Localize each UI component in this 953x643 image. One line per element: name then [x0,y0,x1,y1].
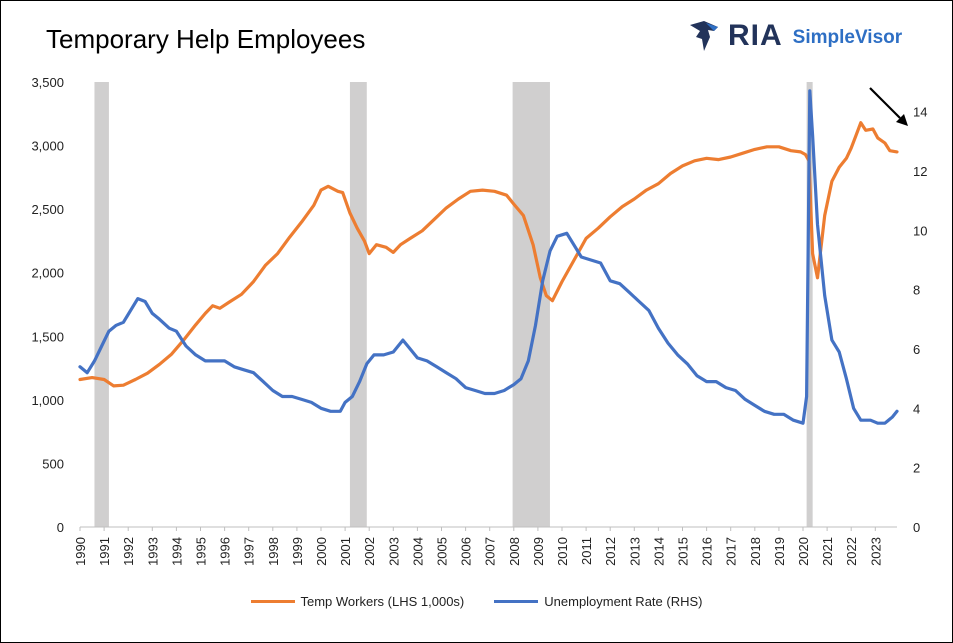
y-left-tick-label: 3,000 [31,139,64,154]
x-tick-label: 2005 [435,537,450,566]
x-tick-label: 2016 [700,537,715,566]
x-tick-label: 2009 [531,537,546,566]
x-tick-label: 2007 [483,537,498,566]
y-right-tick-label: 6 [913,342,920,357]
y-right-tick-label: 8 [913,283,920,298]
x-tick-label: 2010 [555,537,570,566]
x-tick-label: 2017 [724,537,739,566]
y-left-tick-label: 2,000 [31,266,64,281]
axes: 0 500 1,000 1,500 2,000 2,500 3,000 3,500 0 2 4 6 8 1… [31,75,927,566]
x-tick-label: 2003 [386,537,401,566]
x-tick-label: 1997 [242,537,257,566]
y-right-tick-label: 12 [913,164,927,179]
x-tick-label: 1991 [97,537,112,566]
x-tick-label: 1998 [266,537,281,566]
recession-band-0 [94,82,109,527]
x-tick-label: 1994 [169,537,184,566]
x-tick-label: 2015 [676,537,691,566]
y-right-tick-label: 10 [913,223,927,238]
arrow-shaft [869,87,901,119]
x-tick-label: 1999 [290,537,305,566]
y-left-tick-label: 1,000 [31,393,64,408]
y-left-tick-label: 1,500 [31,329,64,344]
y-left-tick-label: 0 [57,520,64,535]
x-tick-label: 2014 [651,537,666,566]
x-tick-label: 2000 [314,537,329,566]
brand-name: RIA [728,19,783,52]
y-left-tick-label: 2,500 [31,202,64,217]
x-tick-label: 2011 [579,537,594,565]
series-lines [78,89,899,425]
legend-swatch-temp [250,600,295,603]
recession-band-3 [806,82,813,527]
legend-item-unemployment: Unemployment Rate (RHS) [494,594,702,609]
y-right-tick-label: 4 [913,401,920,416]
legend-label-temp: Temp Workers (LHS 1,000s) [300,594,465,609]
annotation-arrow [869,87,908,126]
brand-logo: RIA SimpleVisor [688,16,902,56]
legend-label-unemp: Unemployment Rate (RHS) [544,594,703,609]
legend: Temp Workers (LHS 1,000s) Unemployment R… [0,594,953,609]
x-tick-label: 2022 [844,537,859,566]
eagle-icon [690,21,718,51]
x-tick-label: 2004 [410,537,425,566]
legend-item-temp-workers: Temp Workers (LHS 1,000s) [250,594,465,609]
x-tick-label: 2013 [627,537,642,566]
x-tick-label: 2006 [459,537,474,566]
x-tick-label: 1993 [145,537,160,566]
recession-bands [94,82,813,527]
x-tick-label: 2018 [748,537,763,566]
x-tick-label: 1992 [121,537,136,566]
x-tick-label: 2008 [507,537,522,566]
chart-title: Temporary Help Employees [46,24,366,54]
y-right-tick-label: 2 [913,461,920,476]
x-tick-label: 2020 [796,537,811,566]
x-tick-label: 1990 [73,537,88,566]
legend-swatch-unemp [494,600,539,603]
temp-workers-line [78,121,899,388]
x-tick-label: 1996 [218,537,233,566]
y-left-tick-label: 500 [42,456,64,471]
y-left-tick-label: 3,500 [31,75,64,90]
x-tick-label: 2002 [362,537,377,566]
x-tick-label: 2012 [603,537,618,566]
recession-band-2 [512,82,550,527]
x-tick-label: 2019 [772,537,787,566]
x-tick-label: 2023 [868,537,883,566]
arrow-head [896,114,908,126]
y-right-tick-label: 14 [913,105,927,120]
y-right-tick-label: 0 [913,520,920,535]
x-tick-label: 2021 [820,537,835,566]
x-tick-label: 1995 [194,537,209,566]
brand-subname: SimpleVisor [792,27,903,48]
recession-band-1 [349,82,367,527]
x-tick-label: 2001 [338,537,353,566]
unemployment-rate-line [78,89,899,425]
